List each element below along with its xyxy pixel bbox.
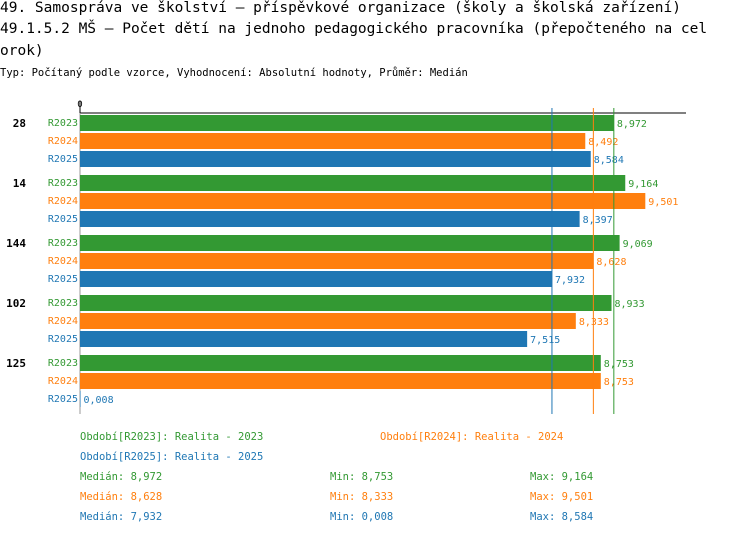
chart-subtitle: Typ: Počítaný podle vzorce, Vyhodnocení:… [0,67,468,79]
bar-r2023 [80,175,626,191]
chart-title-line-3: orok) [0,43,44,59]
series-label: R2025 [48,214,78,225]
category-label: 144 [6,237,26,250]
chart-title-line-1: 49. Samospráva ve školství – příspěvkové… [0,0,681,16]
data-label: 9,164 [628,179,658,190]
stat-median-r2023: Medián: 8,972 [80,471,163,483]
stat-median-r2025: Medián: 7,932 [80,511,163,523]
data-label: 8,397 [583,215,613,226]
bar-r2023 [80,355,601,371]
category-label: 28 [13,117,26,130]
data-label: 9,069 [623,239,653,250]
series-label: R2023 [48,238,78,249]
stat-min-r2024: Min: 8,333 [330,491,394,503]
data-label: 8,753 [604,359,634,370]
bar-r2023 [80,235,620,251]
series-label: R2023 [48,178,78,189]
data-label: 8,584 [594,155,624,166]
category-label: 14 [13,177,27,190]
category-label: 125 [6,357,26,370]
bar-r2024 [80,133,586,149]
category-label: 102 [6,297,26,310]
series-label: R2025 [48,334,78,345]
data-label: 7,515 [530,335,560,346]
legend-entry-r2023: Období[R2023]: Realita - 2023 [80,431,264,443]
series-label: R2023 [48,118,78,129]
series-label: R2024 [48,376,78,387]
data-label: 8,333 [579,317,609,328]
bar-r2024 [80,253,594,269]
legend-entry-r2025: Období[R2025]: Realita - 2025 [80,451,264,463]
data-label: 7,932 [555,275,585,286]
data-label: 9,501 [648,197,678,208]
bar-r2025 [80,271,552,287]
bar-r2024 [80,193,646,209]
legend-entry-r2024: Období[R2024]: Realita - 2024 [380,431,564,443]
series-label: R2025 [48,394,78,405]
stat-max-r2023: Max: 9,164 [530,471,594,483]
data-label: 8,972 [617,119,647,130]
bar-r2025 [80,151,591,167]
data-label: 8,628 [596,257,626,268]
bar-r2025 [80,391,81,407]
data-label: 8,933 [615,299,645,310]
stat-max-r2025: Max: 8,584 [530,511,594,523]
series-label: R2025 [48,274,78,285]
bar-r2025 [80,211,580,227]
bar-r2023 [80,295,612,311]
bar-r2024 [80,313,576,329]
bar-r2025 [80,331,528,347]
bar-r2023 [80,115,614,131]
stat-max-r2024: Max: 9,501 [530,491,594,503]
stat-median-r2024: Medián: 8,628 [80,491,163,503]
data-label: 8,753 [604,377,634,388]
data-label: 0,008 [84,395,114,406]
data-label: 8,492 [588,137,618,148]
stat-min-r2023: Min: 8,753 [330,471,394,483]
stat-min-r2025: Min: 0,008 [330,511,394,523]
bar-r2024 [80,373,601,389]
series-label: R2024 [48,316,78,327]
series-label: R2024 [48,256,78,267]
series-label: R2023 [48,358,78,369]
series-label: R2024 [48,136,78,147]
series-label: R2023 [48,298,78,309]
series-label: R2024 [48,196,78,207]
chart-title-line-2: 49.1.5.2 MŠ – Počet dětí na jednoho peda… [0,21,708,37]
series-label: R2025 [48,154,78,165]
